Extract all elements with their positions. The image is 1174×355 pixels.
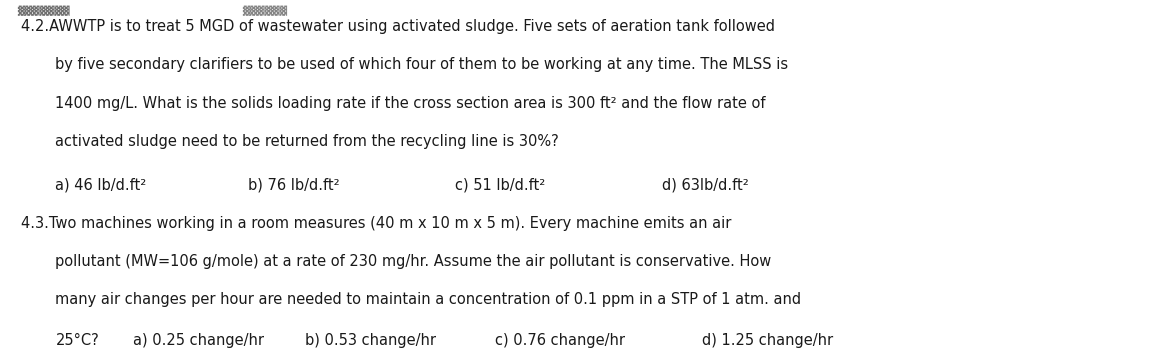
Text: 4.2.AWWTP is to treat 5 MGD of wastewater using activated sludge. Five sets of a: 4.2.AWWTP is to treat 5 MGD of wastewate… xyxy=(21,19,775,34)
Text: 25°C?: 25°C? xyxy=(55,333,100,348)
Text: c) 51 lb/d.ft²: c) 51 lb/d.ft² xyxy=(454,178,545,192)
Text: 1400 mg/L. What is the solids loading rate if the cross section area is 300 ft² : 1400 mg/L. What is the solids loading ra… xyxy=(55,96,765,111)
Text: a) 46 lb/d.ft²: a) 46 lb/d.ft² xyxy=(55,178,147,192)
Text: a) 0.25 change/hr: a) 0.25 change/hr xyxy=(133,333,263,348)
Text: many air changes per hour are needed to maintain a concentration of 0.1 ppm in a: many air changes per hour are needed to … xyxy=(55,292,802,307)
Text: by five secondary clarifiers to be used of which four of them to be working at a: by five secondary clarifiers to be used … xyxy=(55,58,789,72)
Text: c) 0.76 change/hr: c) 0.76 change/hr xyxy=(495,333,625,348)
Text: b) 76 lb/d.ft²: b) 76 lb/d.ft² xyxy=(248,178,339,192)
Text: d) 1.25 change/hr: d) 1.25 change/hr xyxy=(702,333,834,348)
Text: d) 63lb/d.ft²: d) 63lb/d.ft² xyxy=(662,178,749,192)
Text: ▓▓▓▓▓▓▓: ▓▓▓▓▓▓▓ xyxy=(18,5,70,16)
Text: pollutant (MW=106 g/mole) at a rate of 230 mg/hr. Assume the air pollutant is co: pollutant (MW=106 g/mole) at a rate of 2… xyxy=(55,254,771,269)
Text: b) 0.53 change/hr: b) 0.53 change/hr xyxy=(305,333,436,348)
Text: ▓▓▓▓▓▓: ▓▓▓▓▓▓ xyxy=(242,5,286,16)
Text: 4.3.Two machines working in a room measures (40 m x 10 m x 5 m). Every machine e: 4.3.Two machines working in a room measu… xyxy=(21,216,731,231)
Text: activated sludge need to be returned from the recycling line is 30%?: activated sludge need to be returned fro… xyxy=(55,134,559,149)
